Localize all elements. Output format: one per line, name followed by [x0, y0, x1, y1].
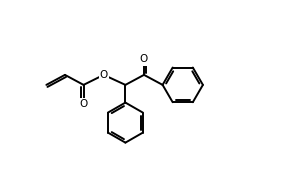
Text: O: O: [80, 99, 88, 109]
Text: O: O: [100, 70, 108, 80]
Text: O: O: [140, 55, 148, 64]
